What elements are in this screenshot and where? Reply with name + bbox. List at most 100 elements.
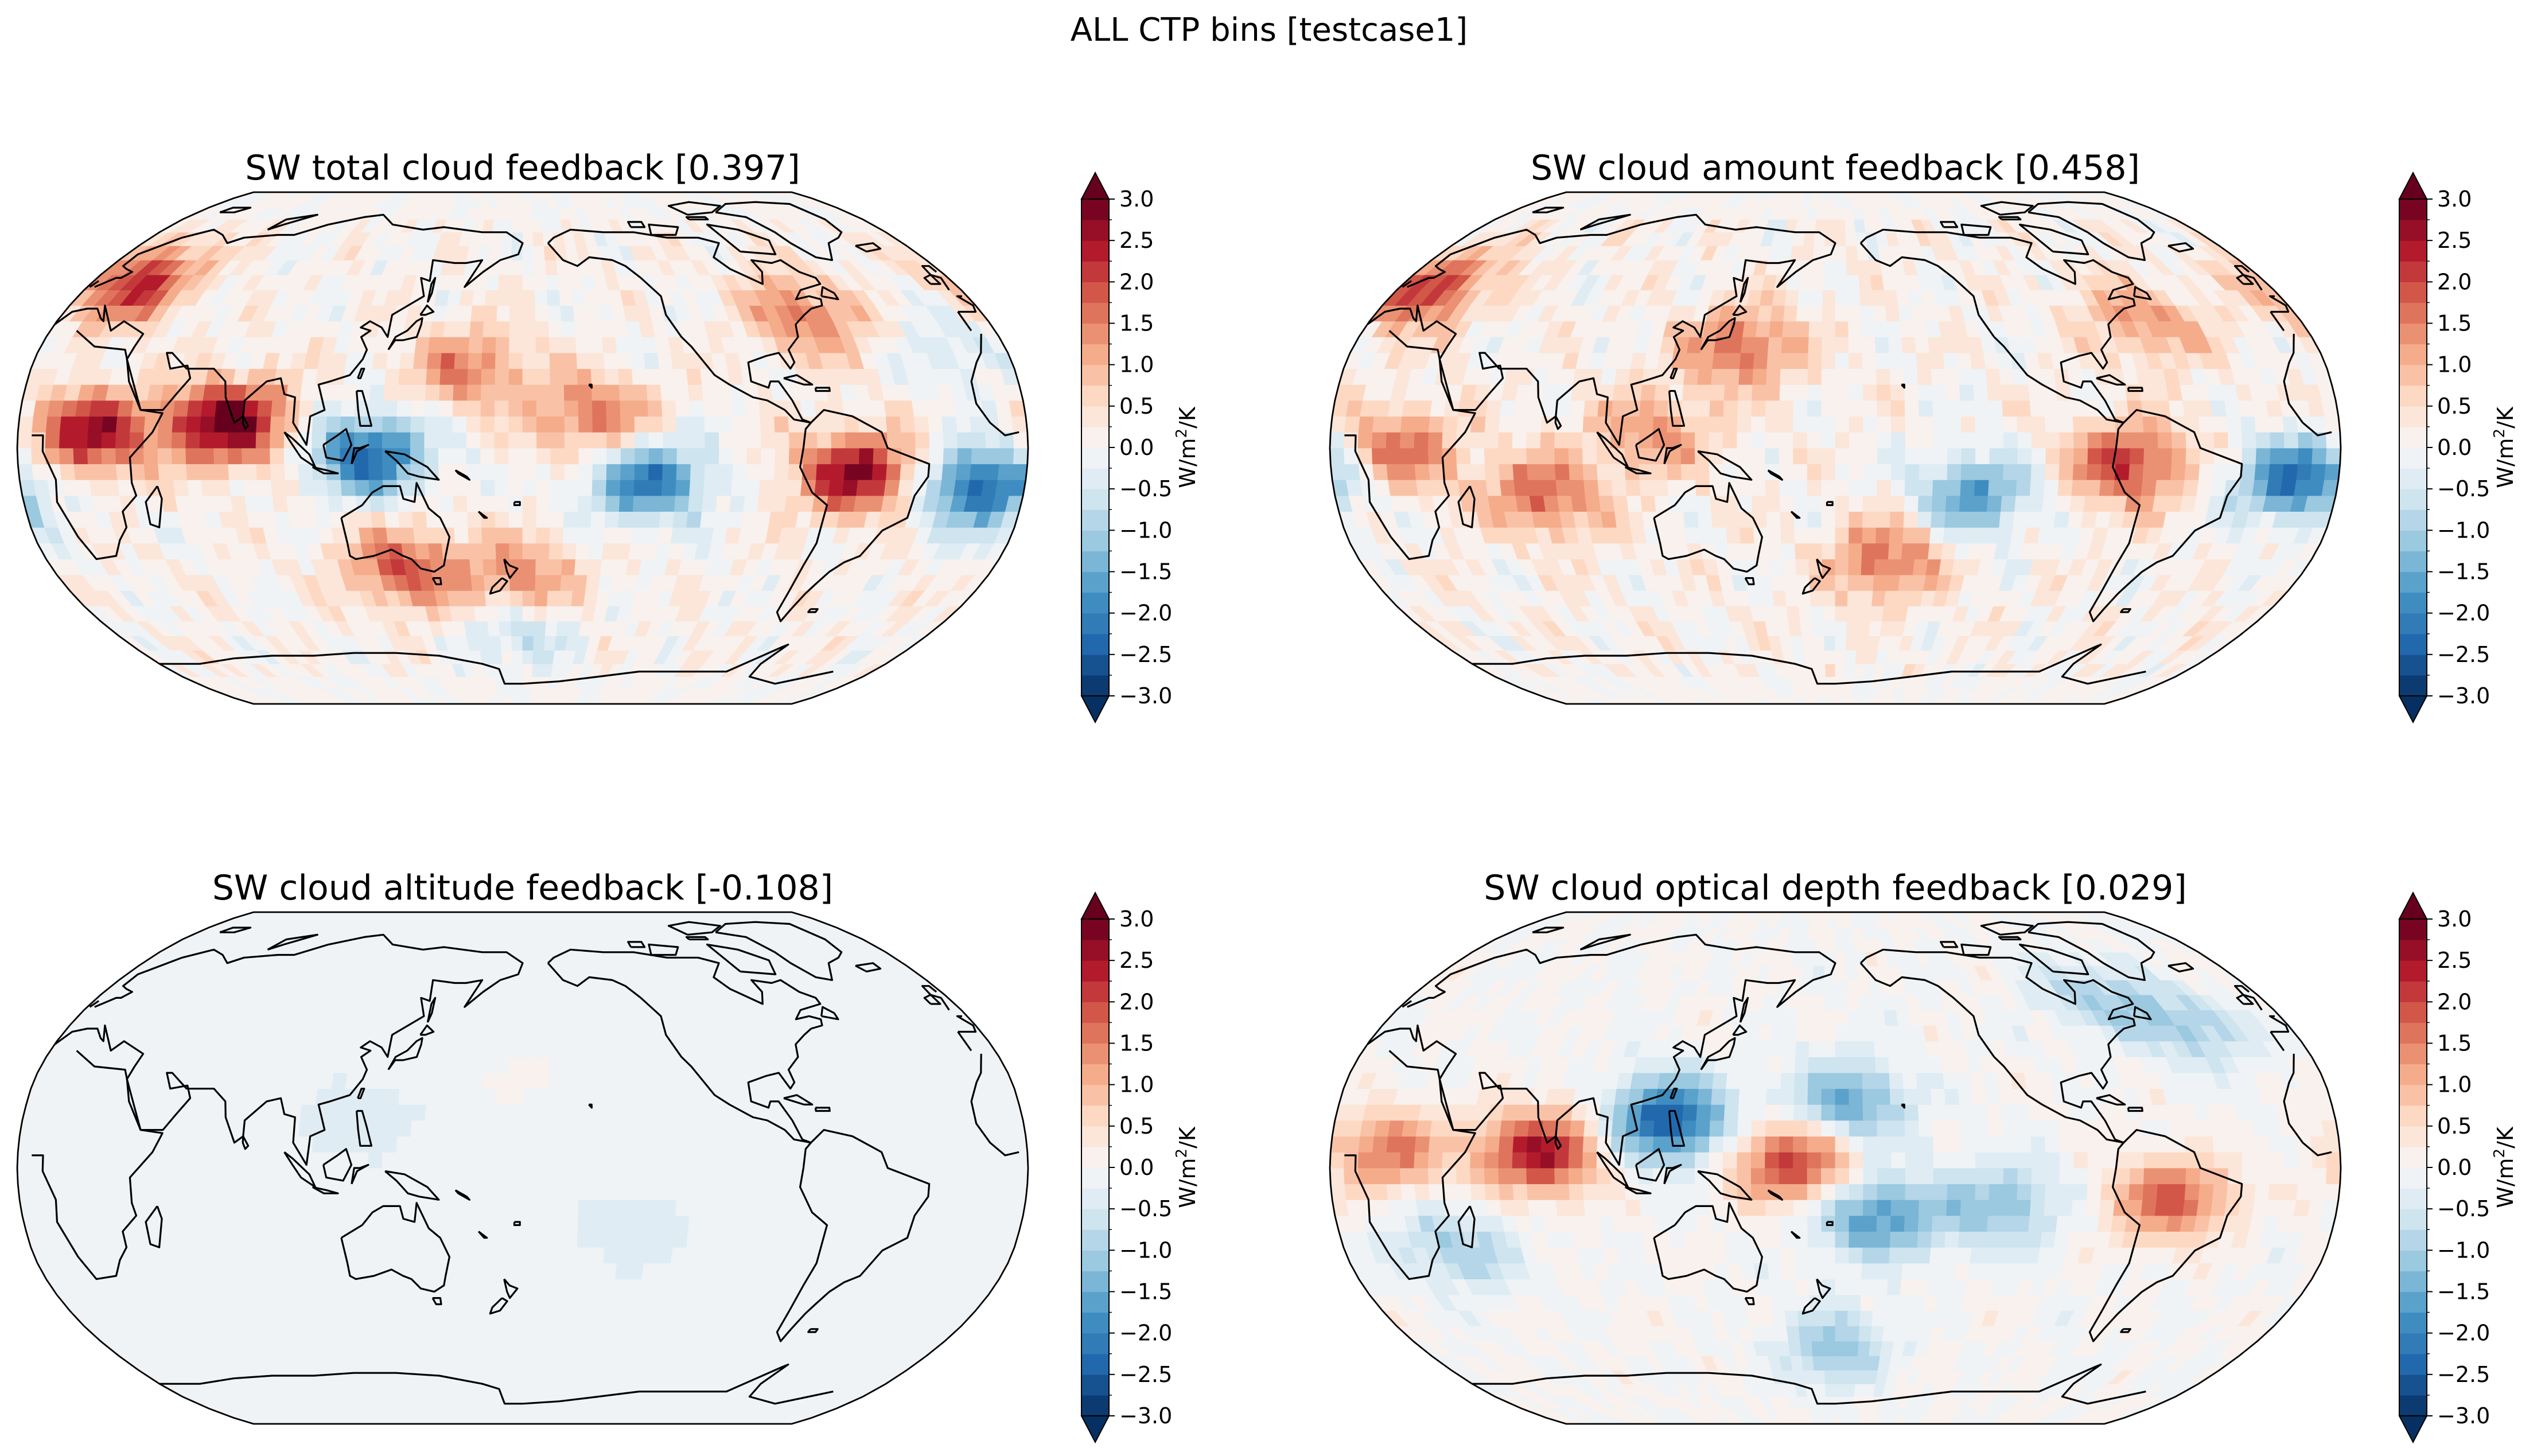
field-cell [522, 368, 537, 385]
field-cell [1554, 431, 1570, 449]
field-cell [1653, 400, 1669, 417]
field-cell [1809, 305, 1823, 322]
field-cell [513, 207, 523, 220]
field-cell [1739, 352, 1755, 369]
field-cell [1975, 447, 1990, 465]
field-cell [509, 305, 523, 322]
field-cell [560, 305, 575, 322]
field-cell [382, 431, 397, 449]
field-cell [2000, 384, 2017, 401]
field-cell [1848, 543, 1863, 559]
field-cell [1737, 431, 1752, 449]
field-cell [1330, 416, 1347, 433]
field-cell [272, 384, 289, 401]
field-cell [508, 384, 523, 401]
field-cell [1856, 246, 1870, 260]
field-cell [1931, 368, 1946, 385]
field-cell [522, 321, 536, 337]
field-cell [1554, 464, 1570, 480]
field-cell [1873, 574, 1888, 591]
field-cell [1849, 416, 1864, 433]
field-cell [1917, 368, 1932, 385]
field-cell [1484, 416, 1500, 433]
field-cell [1725, 511, 1740, 528]
field-cell [550, 400, 565, 417]
field-cell [1848, 337, 1863, 353]
field-cell [676, 416, 691, 433]
field-cell [675, 479, 691, 496]
colorbar-extend-max [1080, 171, 1110, 200]
field-cell [770, 384, 787, 401]
field-cell [662, 447, 678, 465]
field-cell [543, 636, 557, 651]
field-cell [929, 431, 944, 449]
field-cell [1723, 400, 1738, 417]
field-cell [535, 543, 550, 559]
field-cell [1698, 527, 1715, 544]
field-cell [2172, 431, 2187, 449]
field-cell [1809, 574, 1823, 591]
field-cell [1925, 321, 1942, 337]
field-cell [1684, 352, 1701, 369]
field-cell [372, 527, 388, 544]
field-cell [461, 606, 476, 622]
field-cell [511, 621, 523, 636]
field-cell [547, 574, 562, 591]
field-cell [1555, 400, 1572, 417]
field-cell [2013, 511, 2029, 528]
field-cell [620, 464, 635, 480]
field-cell [953, 400, 970, 417]
field-cell [171, 431, 186, 449]
field-cell [189, 384, 206, 401]
field-cell [189, 495, 206, 512]
field-cell [1597, 400, 1613, 417]
field-cell [641, 543, 658, 559]
field-cell [522, 416, 537, 433]
field-cell [403, 559, 420, 575]
field-cell [1891, 447, 1906, 465]
field-cell [845, 431, 860, 449]
field-cell [633, 479, 649, 496]
field-cell [1738, 368, 1754, 385]
field-cell [1835, 384, 1850, 401]
field-cell [1860, 574, 1875, 591]
field-cell [563, 511, 578, 528]
field-cell [495, 511, 509, 528]
field-cell [522, 697, 531, 704]
field-cell [1822, 337, 1836, 353]
field-cell [271, 400, 287, 417]
field-cell [368, 400, 384, 417]
field-cell [660, 495, 676, 512]
field-cell [648, 464, 663, 480]
field-cell [498, 274, 512, 291]
field-cell [913, 416, 930, 433]
field-cell [459, 590, 474, 606]
field-cell [287, 368, 305, 385]
field-cell [2311, 447, 2327, 465]
field-cell [704, 416, 719, 433]
field-cell [2310, 416, 2326, 433]
field-cell [1917, 384, 1933, 401]
field-cell [618, 511, 633, 528]
field-cell [955, 464, 972, 480]
field-cell [1822, 321, 1836, 337]
field-cell [2199, 431, 2215, 449]
field-cell [800, 400, 817, 417]
field-cell [542, 650, 555, 664]
field-cell [1891, 431, 1906, 449]
field-cell [431, 305, 447, 322]
field-cell [535, 337, 550, 353]
field-cell [1667, 464, 1682, 480]
field-cell [242, 431, 257, 449]
field-cell [509, 543, 523, 559]
field-cell [1639, 416, 1654, 433]
field-cell [1929, 527, 1945, 544]
field-cell [578, 479, 593, 496]
field-cell [2307, 479, 2325, 496]
field-cell [1814, 650, 1826, 664]
field-cell [158, 464, 174, 480]
field-cell [1877, 479, 1892, 496]
field-cell [1573, 368, 1590, 385]
field-cell [1794, 352, 1809, 369]
field-cell [513, 198, 523, 208]
